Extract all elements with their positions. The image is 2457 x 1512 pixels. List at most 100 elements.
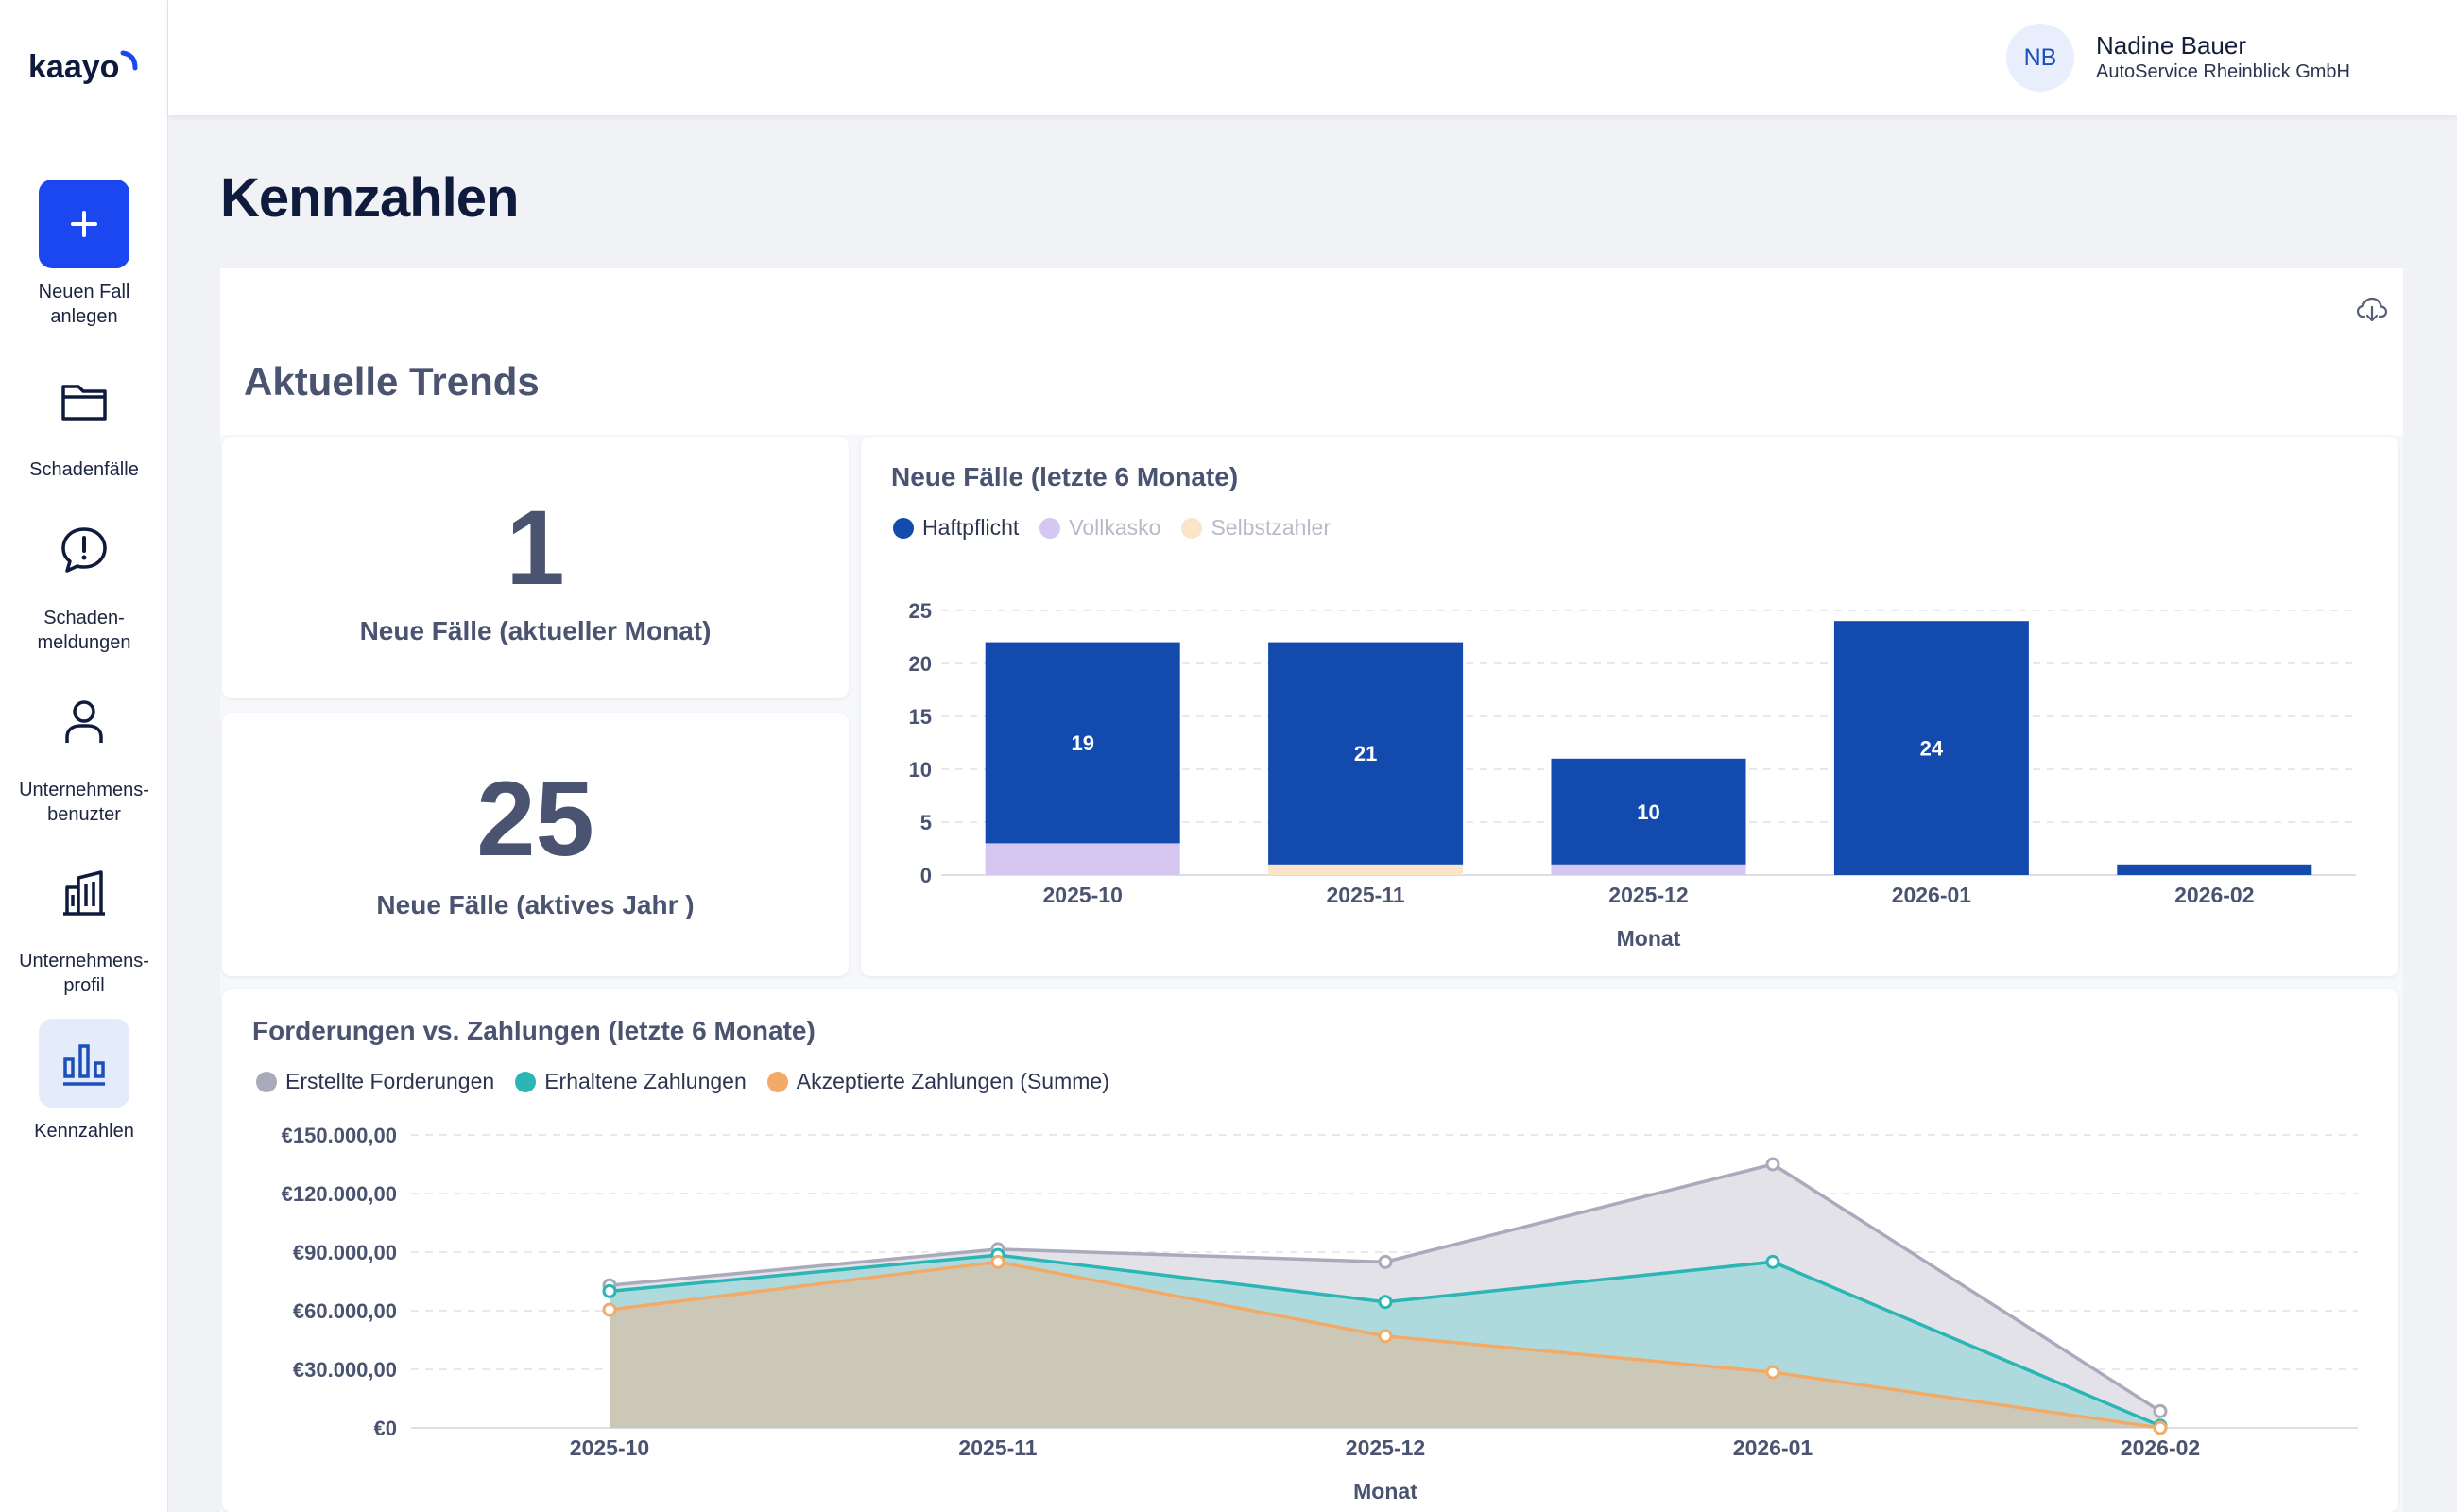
point-akzeptiert: [602, 1302, 617, 1317]
point-forderungen: [1378, 1254, 1393, 1269]
legend-label: Haftpflicht: [922, 515, 1020, 540]
x-tick-label: 2025-11: [958, 1435, 1037, 1460]
legend-item-akzeptiert[interactable]: Akzeptierte Zahlungen (Summe): [766, 1069, 1109, 1094]
x-tick-label: 2026-01: [1733, 1435, 1813, 1460]
x-axis-label: Monat: [1353, 1479, 1418, 1503]
y-tick-label: €150.000,00: [282, 1124, 397, 1147]
user-icon: [39, 678, 129, 766]
point-zahlungen: [1765, 1254, 1780, 1269]
sidebar: kaayo Neuen Fall anlegen Schadenfälle Sc…: [0, 0, 168, 1512]
user-company: AutoService Rheinblick GmbH: [2096, 61, 2350, 82]
chart-title: Neue Fälle (letzte 6 Monate): [891, 462, 1239, 491]
bar-data-label: 19: [1071, 731, 1093, 755]
point-forderungen: [1765, 1157, 1780, 1172]
top-bar: NB Nadine Bauer AutoService Rheinblick G…: [168, 0, 2457, 115]
logo-swoosh: [120, 50, 138, 71]
point-akzeptiert: [1378, 1329, 1393, 1344]
x-tick-label: 2025-11: [1327, 883, 1405, 907]
legend-label: Akzeptierte Zahlungen (Summe): [796, 1069, 1109, 1093]
sidebar-item-label: Unternehmens- benuzter: [19, 780, 149, 825]
sidebar-item-claims[interactable]: Schadenfälle: [0, 357, 168, 482]
y-tick-label: 20: [909, 652, 932, 676]
legend-item-zahlungen[interactable]: Erhaltene Zahlungen: [515, 1069, 747, 1094]
legend-item-forderungen[interactable]: Erstellte Forderungen: [256, 1069, 494, 1094]
x-tick-label: 2025-12: [1346, 1435, 1425, 1460]
legend-label: Erhaltene Zahlungen: [544, 1069, 747, 1093]
y-tick-label: 25: [909, 599, 932, 623]
x-tick-label: 2026-01: [1892, 883, 1972, 907]
chart-title: Forderungen vs. Zahlungen (letzte 6 Mona…: [252, 1016, 816, 1045]
kpi-label: Neue Fälle (aktueller Monat): [359, 616, 712, 645]
point-forderungen: [2153, 1403, 2168, 1418]
kpi-card-current-month: 1 Neue Fälle (aktueller Monat): [222, 437, 849, 698]
y-tick-label: €120.000,00: [282, 1182, 397, 1206]
legend-swatch: [766, 1071, 788, 1092]
point-zahlungen: [1378, 1295, 1393, 1310]
legend-swatch: [1040, 517, 1061, 539]
x-tick-label: 2025-10: [1042, 883, 1122, 907]
new-cases-bar-chart: 0 5 10 15 20 25 19 2025-10 21 2025-11 10 2025-12 24 2…: [909, 599, 2356, 951]
sidebar-item-company-users[interactable]: Unternehmens- benuzter: [0, 678, 168, 827]
x-tick-label: 2026-02: [2121, 1435, 2200, 1460]
point-akzeptiert: [2153, 1420, 2168, 1435]
legend-swatch: [1181, 517, 1203, 539]
area-akzeptiert: [610, 1262, 2160, 1428]
folder-icon: [39, 357, 129, 446]
chart-legend: Haftpflicht Vollkasko Selbstzahler: [893, 515, 1351, 541]
y-tick-label: 5: [920, 811, 932, 834]
x-tick-label: 2025-10: [570, 1435, 649, 1460]
kpi-value: 25: [476, 760, 594, 878]
bar-vollkasko-2025-12: [1551, 864, 1746, 875]
trends-header: [220, 268, 2403, 435]
y-tick-label: 0: [920, 864, 932, 887]
bar-data-label: 24: [1920, 737, 1944, 761]
y-tick-label: €0: [374, 1417, 397, 1440]
point-akzeptiert: [990, 1254, 1005, 1269]
avatar[interactable]: NB: [2006, 24, 2074, 92]
cloud-download-icon[interactable]: [2357, 296, 2387, 322]
sidebar-item-new-case[interactable]: Neuen Fall anlegen: [0, 180, 168, 329]
section-title: Aktuelle Trends: [244, 359, 540, 404]
plus-icon: [39, 180, 129, 268]
x-axis-label: Monat: [1617, 926, 1681, 951]
bar-haftpflicht-2026-01: [1833, 621, 2029, 875]
legend-item-selbstzahler[interactable]: Selbstzahler: [1181, 515, 1331, 541]
y-tick-label: €60.000,00: [293, 1299, 397, 1323]
point-zahlungen: [602, 1283, 617, 1298]
kpi-label: Neue Fälle (aktives Jahr ): [376, 890, 695, 919]
legend-item-haftpflicht[interactable]: Haftpflicht: [893, 515, 1019, 541]
legend-label: Erstellte Forderungen: [285, 1069, 495, 1093]
bar-haftpflicht-2025-12: [1551, 758, 1746, 865]
legend-swatch: [893, 517, 914, 539]
bar-haftpflicht-2025-11: [1268, 642, 1464, 865]
sidebar-item-label: Neuen Fall anlegen: [38, 282, 130, 327]
logo-text: kaayo: [28, 49, 119, 85]
legend-swatch: [256, 1071, 277, 1092]
sidebar-item-label: Kennzahlen: [34, 1121, 134, 1142]
y-tick-label: 15: [909, 705, 932, 729]
legend-swatch: [515, 1071, 537, 1092]
point-akzeptiert: [1765, 1365, 1780, 1380]
legend-item-vollkasko[interactable]: Vollkasko: [1040, 515, 1160, 541]
x-tick-label: 2026-02: [2174, 883, 2254, 907]
bar-chart-icon: [39, 1019, 129, 1108]
sidebar-item-kpis[interactable]: Kennzahlen: [0, 1019, 168, 1143]
chart-legend: Erstellte Forderungen Erhaltene Zahlunge…: [256, 1069, 1130, 1094]
sidebar-item-label: Schaden- meldungen: [37, 608, 131, 653]
kaayo-logo[interactable]: kaayo: [25, 42, 142, 94]
alert-message-icon: [39, 506, 129, 594]
y-tick-label: €90.000,00: [293, 1241, 397, 1264]
bar-data-label: 21: [1354, 742, 1377, 765]
bar-vollkasko-2025-10: [985, 843, 1180, 875]
sidebar-item-damage-reports[interactable]: Schaden- meldungen: [0, 506, 168, 655]
x-tick-label: 2025-12: [1608, 883, 1688, 907]
y-tick-label: 10: [909, 758, 932, 782]
building-icon: [39, 849, 129, 937]
sidebar-item-company-profile[interactable]: Unternehmens- profil: [0, 849, 168, 998]
bar-data-label: 10: [1637, 800, 1659, 824]
bar-selbstzahler-2025-11: [1268, 864, 1464, 875]
user-name[interactable]: Nadine Bauer: [2096, 31, 2246, 60]
sidebar-item-label: Schadenfälle: [29, 459, 139, 480]
bar-haftpflicht-2026-02: [2117, 864, 2312, 875]
bar-haftpflicht-2025-10: [985, 642, 1180, 844]
